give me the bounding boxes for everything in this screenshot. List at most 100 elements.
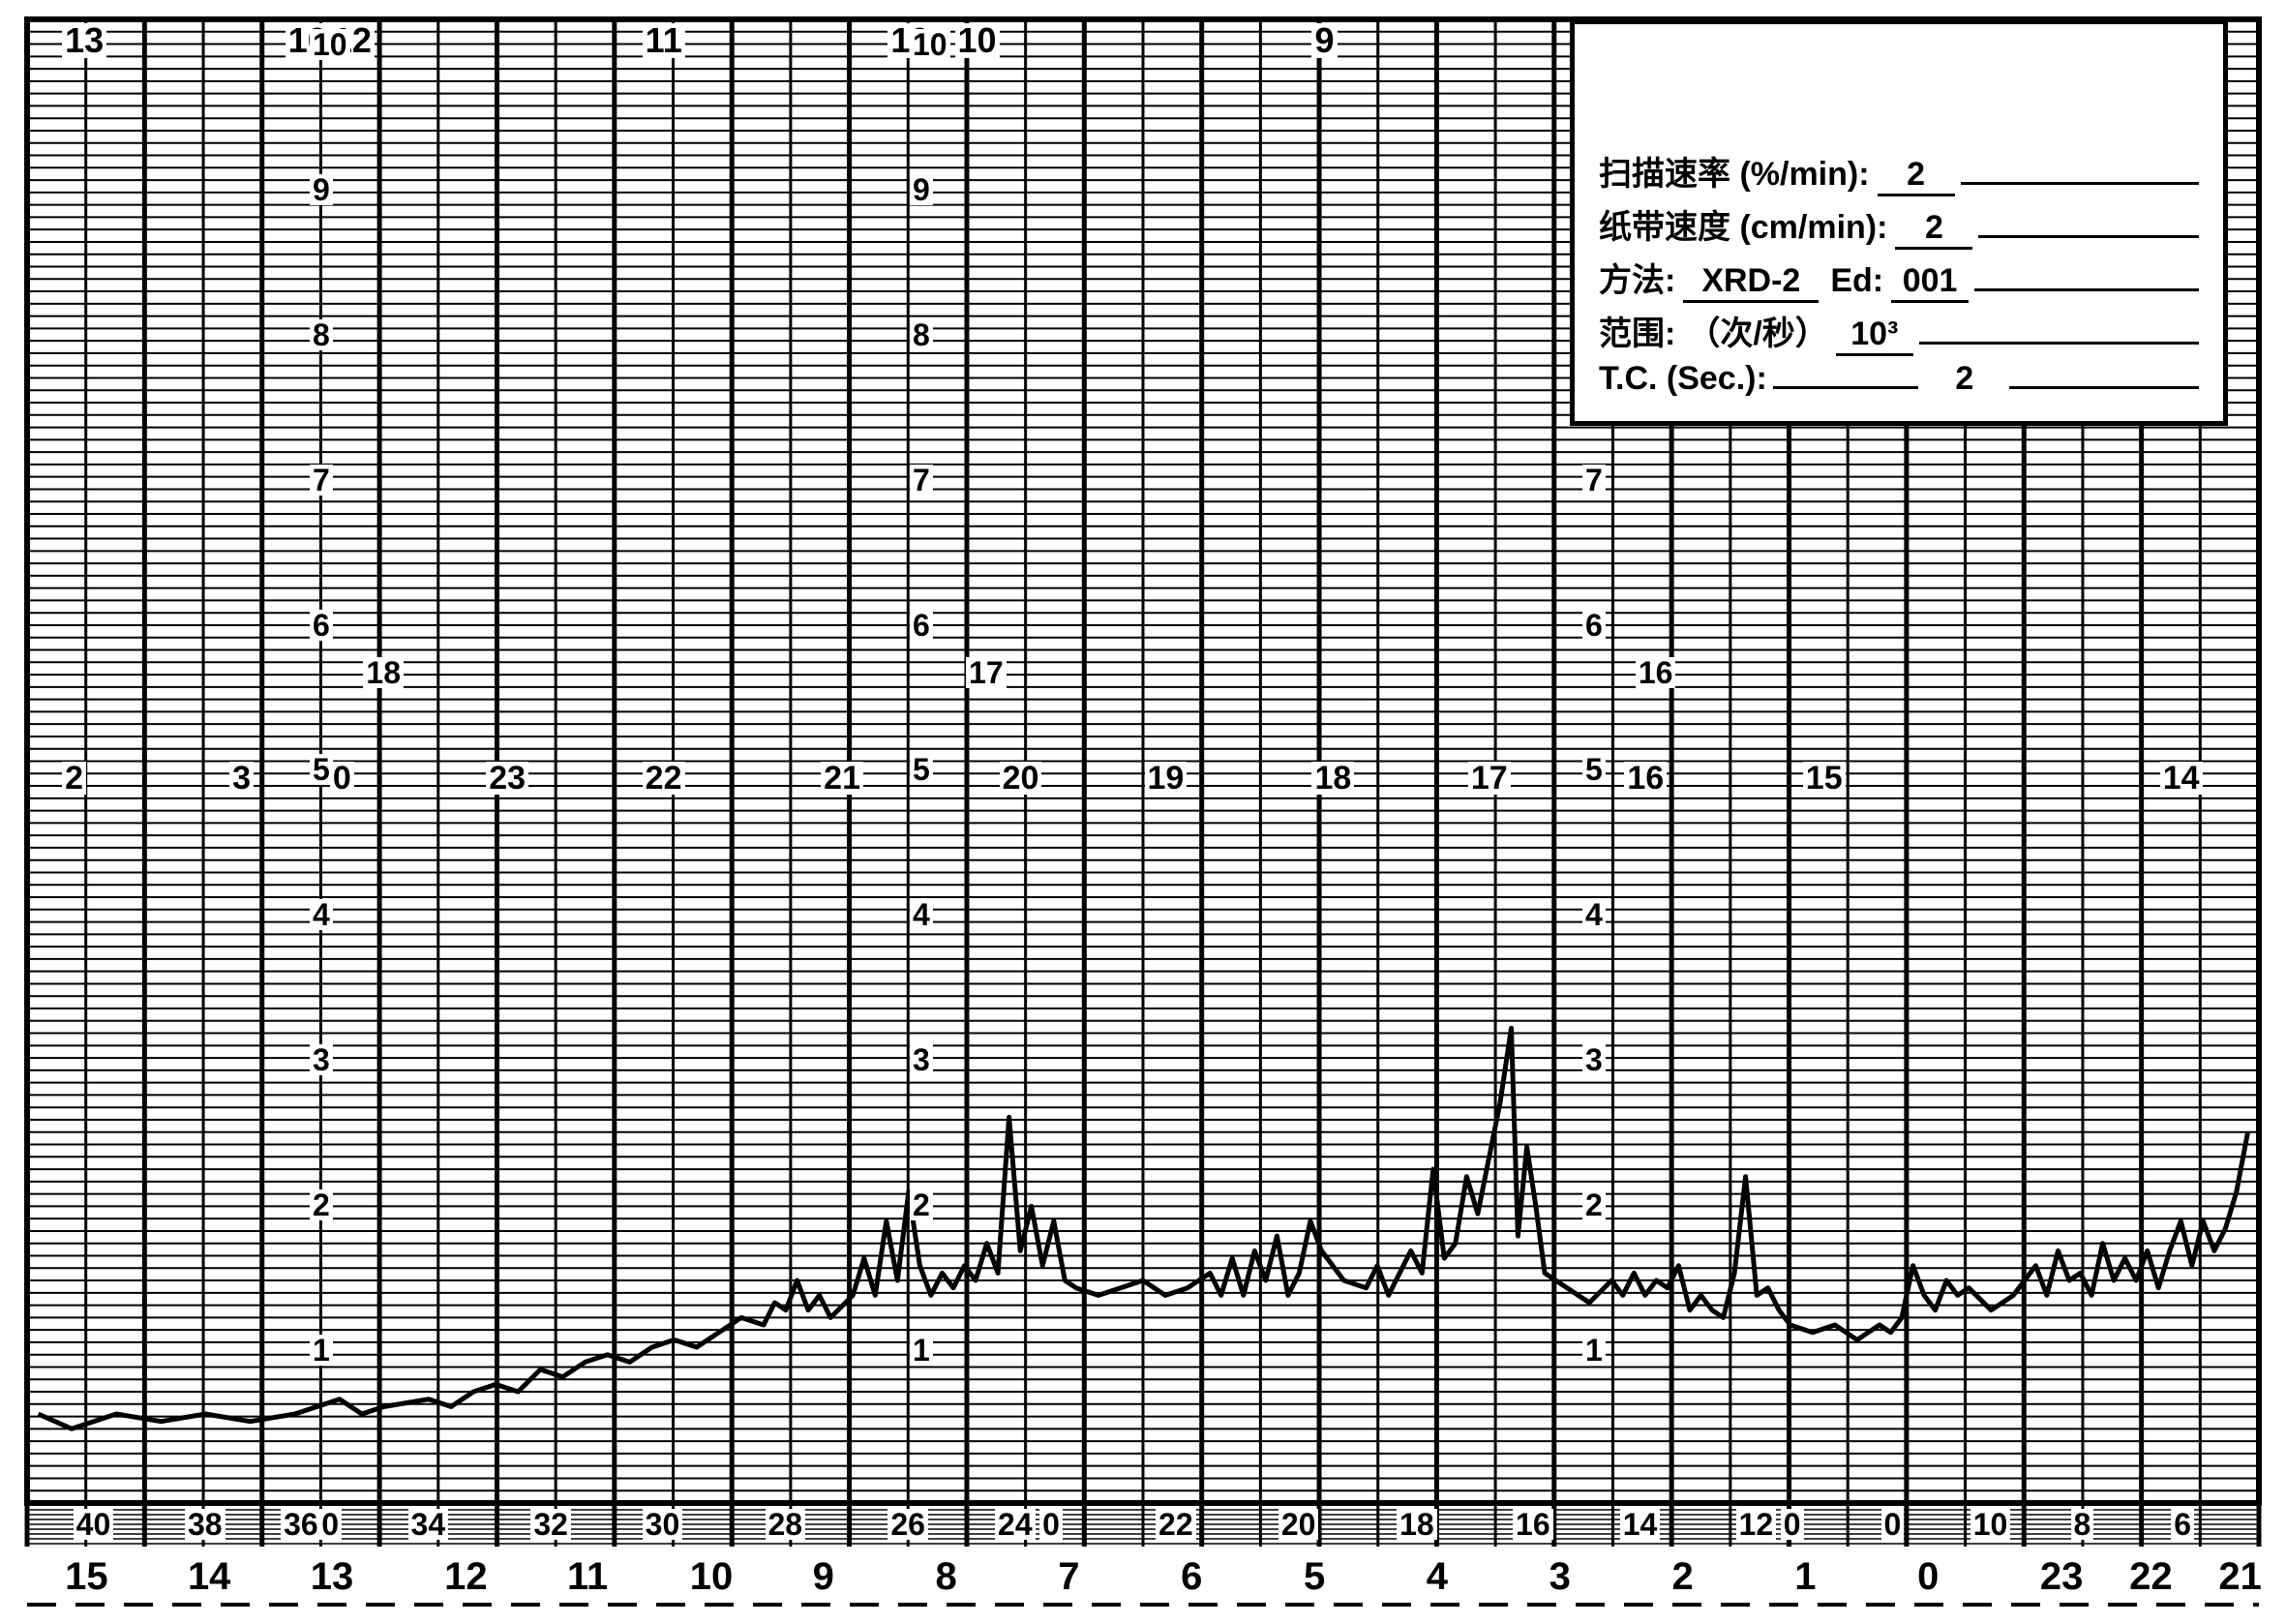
tc-value: 2 [1926, 360, 2003, 398]
y-scale-label: 10 [910, 29, 950, 60]
grid-axis-label: 2 [62, 762, 86, 795]
grid-axis-label: 22 [2126, 1557, 2176, 1596]
grid-axis-label: 32 [530, 1509, 571, 1540]
grid-axis-label: 21 [821, 762, 863, 795]
grid-axis-label: 23 [2037, 1557, 2087, 1596]
underline [1978, 235, 2199, 238]
tc-row: T.C. (Sec.): 2 [1599, 360, 2199, 398]
y-scale-label: 2 [310, 1189, 333, 1220]
grid-axis-label: 16 [1624, 762, 1667, 795]
grid-axis-label: 14 [1620, 1509, 1661, 1540]
grid-axis-label: 3 [229, 762, 254, 795]
y-scale-label: 2 [910, 1189, 933, 1220]
y-scale-label: 6 [1582, 610, 1606, 641]
scan-rate-row: 扫描速率 (%/min): 2 [1599, 147, 2199, 196]
grid-axis-label: 0 [1914, 1557, 1941, 1596]
grid-axis-label: 20 [1000, 762, 1042, 795]
grid-axis-label: 8 [932, 1557, 959, 1596]
grid-axis-label: 15 [62, 1557, 111, 1596]
y-scale-label: 7 [310, 465, 333, 496]
grid-axis-label: 6 [1178, 1557, 1205, 1596]
grid-axis-label: 34 [408, 1509, 449, 1540]
y-scale-label: 7 [1582, 465, 1606, 496]
grid-axis-label: 10 [955, 23, 1000, 58]
grid-axis-label: 13 [308, 1557, 357, 1596]
y-scale-label: 2 [1582, 1189, 1606, 1220]
grid-axis-label: 3 [1547, 1557, 1574, 1596]
y-scale-label: 1 [310, 1335, 333, 1366]
grid-axis-label: 0 [318, 1509, 342, 1540]
paper-speed-label: 纸带速度 (cm/min): [1599, 200, 1887, 248]
grid-axis-label: 36 [281, 1509, 321, 1540]
tc-label: T.C. (Sec.): [1599, 360, 1767, 398]
underline [2009, 386, 2199, 389]
grid-axis-label: 6 [2171, 1509, 2194, 1540]
grid-axis-label: 14 [2160, 762, 2203, 795]
y-scale-label: 4 [910, 899, 933, 930]
scan-rate-label: 扫描速率 (%/min): [1599, 147, 1870, 195]
grid-axis-label: 19 [1145, 762, 1188, 795]
grid-axis-label: 24 [995, 1509, 1036, 1540]
grid-axis-label: 0 [1781, 1509, 1804, 1540]
y-scale-label: 3 [1582, 1044, 1606, 1075]
range-label: 范围: [1599, 307, 1675, 354]
grid-axis-label: 38 [185, 1509, 226, 1540]
grid-axis-label: 26 [887, 1509, 928, 1540]
y-scale-label: 7 [910, 465, 933, 496]
grid-axis-label: 16 [1636, 657, 1676, 688]
grid-axis-label: 7 [1055, 1557, 1082, 1596]
grid-axis-label: 23 [486, 762, 528, 795]
grid-axis-label: 21 [2215, 1557, 2265, 1596]
grid-axis-label: 2 [1669, 1557, 1696, 1596]
grid-axis-label: 0 [1039, 1509, 1063, 1540]
y-scale-label: 1 [910, 1335, 933, 1366]
y-scale-label: 6 [910, 610, 933, 641]
method-value: XRD-2 [1683, 262, 1819, 303]
range-value: 10³ [1836, 316, 1913, 356]
grid-axis-label: 17 [1468, 762, 1511, 795]
underline [1974, 288, 2199, 291]
paper-speed-row: 纸带速度 (cm/min): 2 [1599, 200, 2199, 250]
grid-axis-label: 22 [643, 762, 685, 795]
grid-axis-label: 22 [1156, 1509, 1196, 1540]
parameter-info-box: 扫描速率 (%/min): 2 纸带速度 (cm/min): 2 方法: XRD… [1570, 19, 2228, 426]
grid-axis-label: 15 [1803, 762, 1846, 795]
grid-axis-label: 0 [1881, 1509, 1905, 1540]
grid-axis-label: 14 [185, 1557, 234, 1596]
grid-axis-label: 17 [966, 657, 1007, 688]
grid-axis-label: 11 [643, 23, 685, 58]
underline [1773, 386, 1918, 389]
y-scale-label: 3 [910, 1044, 933, 1075]
grid-axis-label: 18 [363, 657, 404, 688]
grid-axis-label: 4 [1424, 1557, 1451, 1596]
grid-axis-label: 28 [766, 1509, 806, 1540]
scan-rate-value: 2 [1878, 156, 1955, 196]
y-scale-label: 4 [1582, 899, 1606, 930]
grid-axis-label: 0 [330, 762, 354, 795]
grid-axis-label: 16 [1513, 1509, 1553, 1540]
grid-axis-label: 13 [62, 23, 106, 58]
y-scale-label: 10 [310, 29, 350, 60]
grid-axis-label: 11 [564, 1557, 611, 1596]
y-scale-label: 6 [310, 610, 333, 641]
grid-axis-label: 1 [1791, 1557, 1819, 1596]
grid-axis-label: 5 [1301, 1557, 1328, 1596]
y-scale-label: 4 [310, 899, 333, 930]
y-scale-label: 9 [910, 174, 933, 205]
grid-axis-label: 40 [74, 1509, 114, 1540]
y-scale-label: 5 [910, 754, 933, 785]
grid-axis-label: 8 [2071, 1509, 2094, 1540]
grid-axis-label: 18 [1311, 762, 1354, 795]
grid-axis-label: 12 [441, 1557, 491, 1596]
y-scale-label: 5 [1582, 754, 1606, 785]
grid-axis-label: 20 [1278, 1509, 1319, 1540]
underline [1919, 342, 2199, 345]
y-scale-label: 9 [310, 174, 333, 205]
paper-speed-value: 2 [1895, 209, 1972, 250]
method-label: 方法: [1599, 254, 1675, 301]
grid-axis-label: 30 [643, 1509, 683, 1540]
grid-axis-label: 9 [810, 1557, 837, 1596]
range-unit: （次/秒） [1687, 307, 1827, 354]
range-row: 范围: （次/秒） 10³ [1599, 307, 2199, 356]
grid-axis-label: 9 [1311, 23, 1337, 58]
